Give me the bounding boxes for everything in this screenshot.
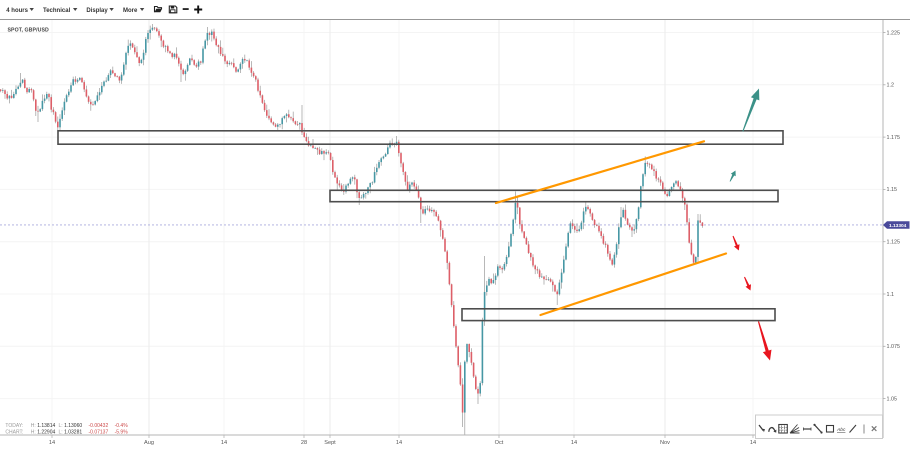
svg-text:Sept: Sept [324, 440, 336, 446]
svg-text:H: 1.13814: H: 1.13814 [31, 423, 56, 429]
svg-text:TODAY:: TODAY: [5, 423, 23, 429]
svg-text:1.2: 1.2 [887, 83, 895, 89]
svg-text:1.13304: 1.13304 [889, 223, 907, 229]
svg-text:-0.07137: -0.07137 [89, 429, 109, 435]
svg-text:Aug: Aug [144, 440, 154, 446]
svg-text:-0.4%: -0.4% [115, 423, 129, 429]
svg-text:Nov: Nov [660, 440, 670, 446]
svg-text:Technical: Technical [43, 8, 71, 14]
svg-text:Oct: Oct [495, 440, 504, 446]
svg-text:1.125: 1.125 [887, 240, 901, 246]
svg-text:1.225: 1.225 [887, 30, 901, 36]
svg-text:14: 14 [571, 440, 577, 446]
svg-text:1.05: 1.05 [887, 396, 898, 402]
svg-text:Abc: Abc [836, 427, 846, 433]
svg-text:1.1: 1.1 [887, 292, 895, 298]
svg-text:-0.00432: -0.00432 [89, 423, 109, 429]
svg-text:More: More [123, 8, 138, 14]
svg-text:4 hours: 4 hours [6, 8, 28, 14]
svg-text:H: 1.22904: H: 1.22904 [31, 429, 56, 435]
svg-text:14: 14 [750, 440, 756, 446]
svg-text:14: 14 [396, 440, 402, 446]
svg-text:1.075: 1.075 [887, 344, 901, 350]
svg-text:L: 1.03281: L: 1.03281 [59, 429, 83, 435]
svg-text:SPOT, GBP/USD: SPOT, GBP/USD [8, 28, 50, 34]
svg-text:Display: Display [86, 8, 108, 14]
svg-text:1.175: 1.175 [887, 135, 901, 141]
svg-text:L: 1.13060: L: 1.13060 [59, 423, 83, 429]
svg-text:CHART:: CHART: [5, 429, 23, 435]
svg-text:14: 14 [49, 440, 55, 446]
svg-text:28: 28 [301, 440, 307, 446]
svg-text:14: 14 [221, 440, 227, 446]
svg-text:1.15: 1.15 [887, 187, 898, 193]
svg-text:-5.9%: -5.9% [115, 429, 129, 435]
